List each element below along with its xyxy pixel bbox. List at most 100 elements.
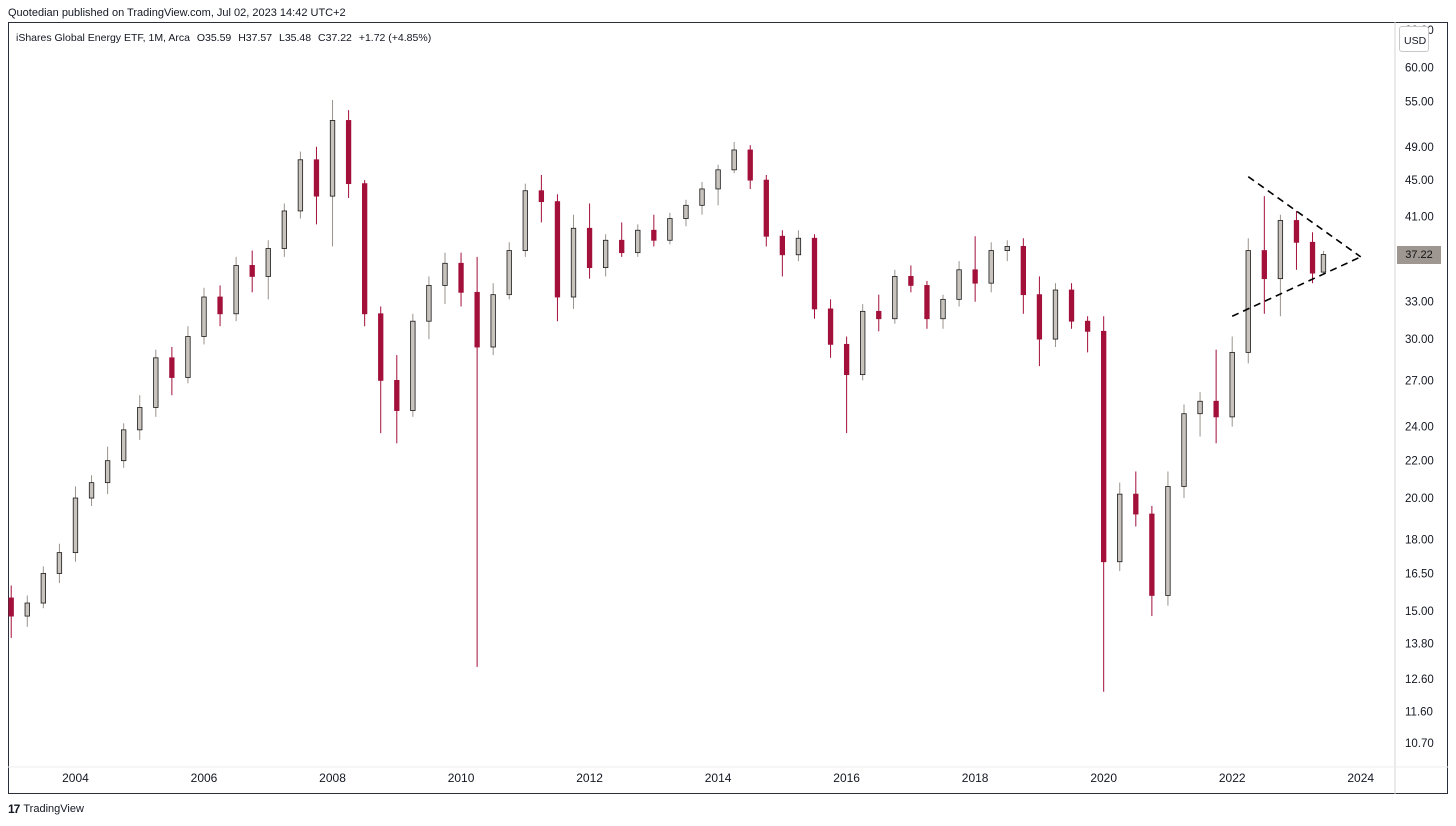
candle-body (104, 460, 111, 484)
symbol-legend: iShares Global Energy ETF, 1M, Arca O35.… (16, 32, 435, 44)
low-value: L35.48 (278, 32, 312, 44)
time-tick-label: 2020 (1090, 771, 1117, 785)
candle-body (72, 497, 79, 554)
candle-body (1320, 254, 1327, 273)
currency-selector[interactable]: USD (1399, 26, 1429, 52)
candle-body (265, 248, 271, 277)
triangle-upper-line (1247, 176, 1362, 258)
tradingview-logo[interactable]: 17 TradingView (8, 802, 84, 816)
candle-body (779, 235, 786, 256)
candle-body (924, 285, 930, 320)
candle-body (394, 379, 400, 411)
candle-body (1004, 246, 1010, 251)
symbol-name: iShares Global Energy ETF, 1M, Arca (16, 32, 190, 44)
high-value: H37.57 (238, 32, 273, 44)
candle-body (249, 265, 255, 277)
candle-body (121, 429, 127, 462)
candle-body (522, 190, 528, 251)
price-tick-label: 27.00 (1405, 375, 1434, 387)
candle-body (474, 291, 480, 348)
price-tick-label: 16.50 (1405, 568, 1434, 580)
time-tick-label: 2004 (62, 771, 89, 785)
price-tick-label: 15.00 (1405, 606, 1434, 618)
candle-body (1101, 330, 1107, 563)
currency-label: USD (1404, 35, 1427, 47)
candle-body (345, 120, 352, 185)
candle-body (40, 573, 46, 604)
candle-body (281, 210, 287, 249)
candle-body (586, 227, 593, 269)
close-value: C37.22 (318, 32, 352, 44)
candle-body (297, 159, 304, 212)
price-tick-label: 33.00 (1405, 297, 1434, 309)
candle-body (651, 229, 657, 241)
candle-body (410, 320, 416, 411)
candle-body (1277, 220, 1284, 280)
candle-body (635, 229, 641, 254)
candle-body (602, 239, 609, 269)
price-tick-label: 20.00 (1405, 493, 1434, 505)
candle-body (1165, 486, 1171, 596)
candle-body (763, 179, 769, 237)
price-tick-label: 10.70 (1405, 738, 1434, 750)
candle-body (233, 265, 239, 315)
time-tick-label: 2016 (833, 771, 860, 785)
candle-body (619, 239, 625, 254)
time-tick-label: 2022 (1219, 771, 1246, 785)
candle-body (313, 159, 320, 197)
price-tick-label: 12.60 (1405, 674, 1434, 686)
candle-body (1052, 289, 1059, 340)
candle-body (8, 597, 14, 617)
price-tick-label: 13.80 (1405, 639, 1434, 651)
candle-body (378, 313, 384, 381)
candle-body (1036, 294, 1043, 340)
candle-wicks (10, 100, 1324, 692)
candle-body (1117, 493, 1123, 563)
time-tick-label: 2024 (1347, 771, 1374, 785)
candle-body (860, 310, 866, 376)
candle-body (892, 276, 898, 320)
price-tick-label: 41.00 (1405, 212, 1434, 224)
candle-body (88, 482, 95, 499)
candle-body (988, 250, 994, 284)
price-tick-label: 24.00 (1405, 422, 1434, 434)
tradingview-logo-icon: 17 (8, 802, 20, 816)
candle-body (24, 602, 30, 617)
candle-body (667, 218, 673, 241)
candle-body (1197, 400, 1203, 415)
candle-body (426, 285, 432, 322)
candle-body (972, 269, 978, 284)
candle-body (1020, 246, 1026, 296)
candle-bodies (8, 120, 1327, 617)
change-value: +1.72 (+4.85%) (358, 32, 432, 44)
candle-body (185, 336, 191, 378)
candle-body (827, 308, 834, 345)
candle-body (201, 296, 207, 337)
candle-body (570, 227, 577, 298)
candle-body (56, 552, 63, 574)
candle-body (362, 183, 368, 315)
price-tick-label: 11.60 (1405, 707, 1433, 719)
candle-body (795, 237, 802, 256)
candle-body (169, 357, 175, 378)
price-tick-label: 45.00 (1405, 175, 1434, 187)
time-tick-label: 2006 (191, 771, 218, 785)
candle-body (1293, 220, 1300, 243)
chart-frame (8, 22, 1448, 794)
time-tick-label: 2008 (319, 771, 346, 785)
candle-body (506, 250, 512, 296)
candle-body (876, 310, 882, 320)
candle-body (1084, 320, 1091, 332)
price-tick-label: 22.00 (1405, 456, 1434, 468)
candle-body (329, 120, 336, 197)
price-axis-labels: 10.70 11.60 12.60 13.80 15.00 16.50 18.00 20.00… (1405, 25, 1434, 750)
last-price-label: 37.22 (1397, 246, 1441, 264)
candle-body (153, 357, 159, 408)
candle-body (1068, 289, 1075, 322)
candle-body (458, 262, 464, 293)
candle-body (699, 188, 705, 206)
time-tick-label: 2014 (705, 771, 732, 785)
candle-body (843, 343, 850, 376)
open-value: O35.59 (196, 32, 232, 44)
